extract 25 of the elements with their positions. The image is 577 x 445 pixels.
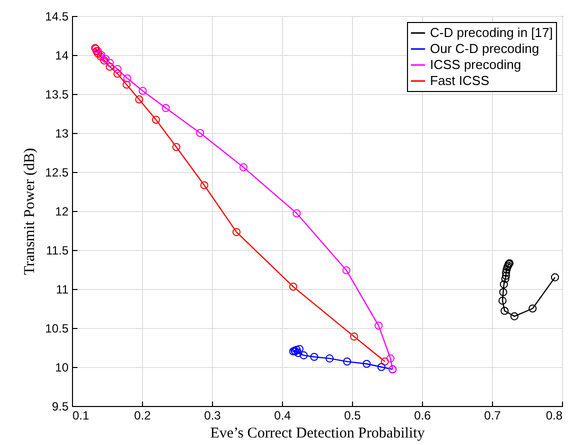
- x-tick-label: 0.5: [344, 408, 362, 422]
- x-tick-label: 0.2: [134, 408, 152, 422]
- legend-label: C-D precoding in [17]: [430, 25, 553, 40]
- y-tick-label: 10: [55, 360, 69, 374]
- x-tick-label: 0.4: [274, 408, 292, 422]
- y-tick-label: 14: [55, 48, 69, 62]
- x-tick-label: 0.3: [204, 408, 222, 422]
- y-tick-label: 14.5: [45, 10, 69, 24]
- x-tick-label: 0.8: [546, 408, 563, 422]
- y-tick-label: 11: [56, 282, 69, 296]
- y-tick-label: 12: [55, 204, 69, 218]
- legend-label: ICSS precoding: [430, 57, 522, 72]
- y-tick-label: 13.5: [45, 88, 69, 102]
- y-axis-title: Transmit Power (dB): [22, 148, 38, 275]
- x-tick-label: 0.1: [72, 408, 90, 422]
- legend-label: Our C-D precoding: [430, 41, 540, 56]
- x-tick-label: 0.7: [484, 408, 502, 422]
- x-tick-label: 0.6: [414, 408, 432, 422]
- y-tick-label: 11.5: [46, 244, 69, 258]
- y-tick-label: 12.5: [45, 166, 69, 180]
- legend-label: Fast ICSS: [430, 73, 490, 88]
- x-axis-title: Eve’s Correct Detection Probability: [210, 426, 426, 442]
- y-tick-label: 13: [55, 126, 69, 140]
- y-tick-label: 9.5: [52, 400, 69, 414]
- y-tick-label: 10.5: [45, 322, 69, 336]
